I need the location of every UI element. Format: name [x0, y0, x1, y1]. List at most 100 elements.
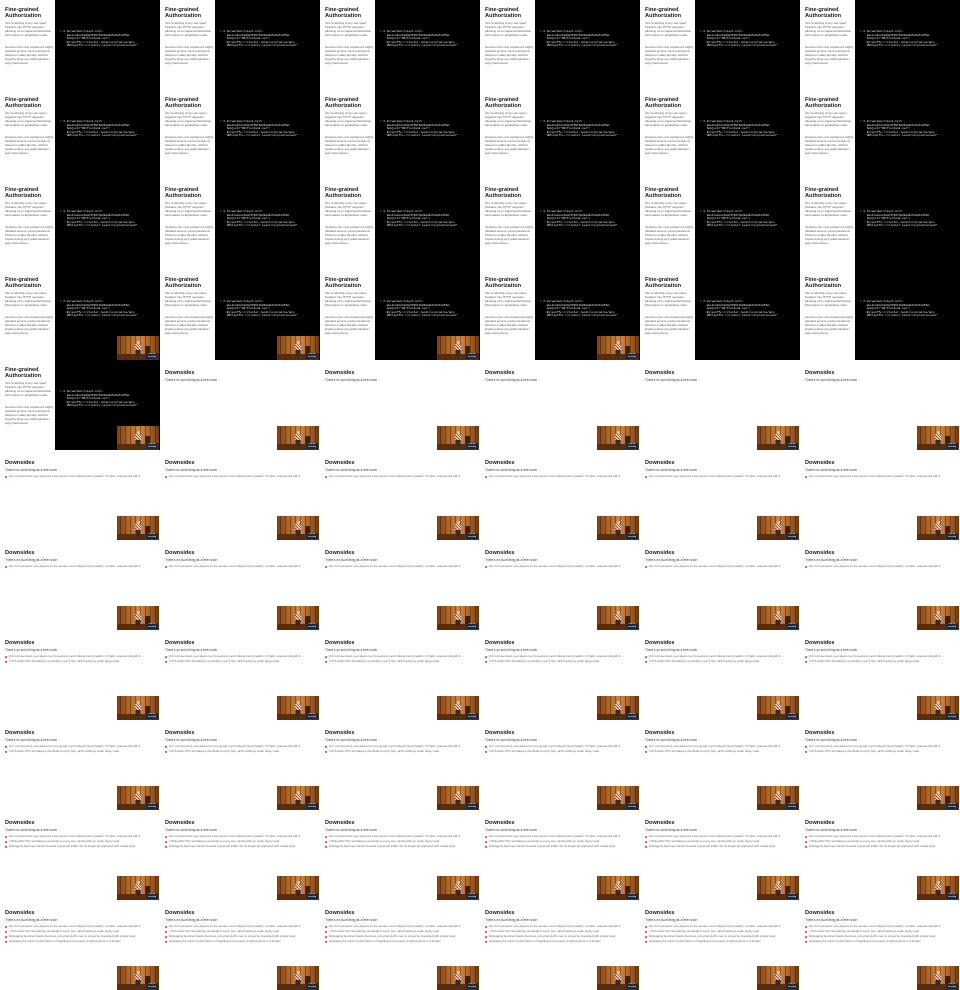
- slide-thumbnail[interactable]: Fine-grained Authorization Our rendering …: [640, 0, 800, 90]
- slide-thumbnail[interactable]: Fine-grained Authorization Our rendering …: [0, 180, 160, 270]
- slide-thumbnail[interactable]: Fine-grained Authorization Our rendering …: [160, 90, 320, 180]
- slide-thumbnail[interactable]: Fine-grained Authorization Our rendering …: [640, 180, 800, 270]
- bullet-text: mTLS adds CPU and latency overhead to ev…: [649, 929, 760, 934]
- bullet-text: Debugging becomes harder because encrypt…: [489, 934, 617, 939]
- slide-thumbnail[interactable]: Downsides There's no such thing as a free…: [0, 900, 160, 990]
- slide-thumbnail[interactable]: Downsides There's no such thing as a free…: [320, 900, 480, 990]
- speaker-video-thumbnail: Live talk recording: [117, 786, 159, 810]
- slide-thumbnail[interactable]: Downsides There's no such thing as a free…: [320, 810, 480, 900]
- slide-thumbnail[interactable]: Fine-grained Authorization Our rendering …: [800, 90, 960, 180]
- slide-thumbnail[interactable]: Downsides There's no such thing as a free…: [0, 720, 160, 810]
- slide-thumbnail[interactable]: Downsides There's no such thing as a free…: [640, 900, 800, 990]
- slide-thumbnail[interactable]: Downsides There's no such thing as a free…: [160, 360, 320, 450]
- slide-thumbnail[interactable]: Fine-grained Authorization Our rendering …: [480, 180, 640, 270]
- slide-title: Downsides: [805, 370, 835, 376]
- wall-panel-stripe: [290, 516, 291, 540]
- slide-thumbnail[interactable]: Fine-grained Authorization Our rendering …: [160, 180, 320, 270]
- slide-thumbnail[interactable]: Fine-grained Authorization Our rendering …: [320, 0, 480, 90]
- slide-thumbnail[interactable]: Fine-grained Authorization Our rendering …: [160, 0, 320, 90]
- slide-thumbnail[interactable]: Downsides There's no such thing as a free…: [800, 540, 960, 630]
- slide-thumbnail[interactable]: Fine-grained Authorization Our rendering …: [0, 360, 160, 450]
- bullet-dot: [325, 566, 328, 569]
- slide-thumbnail[interactable]: Fine-grained Authorization Our rendering …: [320, 180, 480, 270]
- bullet-dot: [485, 931, 488, 934]
- slide-thumbnail[interactable]: Downsides There's no such thing as a free…: [800, 720, 960, 810]
- slide-thumbnail[interactable]: Fine-grained Authorization Our rendering …: [480, 90, 640, 180]
- slide-thumbnail[interactable]: Downsides There's no such thing as a free…: [320, 450, 480, 540]
- slide-thumbnail[interactable]: Downsides There's no such thing as a free…: [0, 810, 160, 900]
- slide-thumbnail[interactable]: Downsides There's no such thing as a free…: [160, 810, 320, 900]
- stage-floor: [277, 714, 319, 720]
- video-overlay-label: Live talk recording: [306, 353, 318, 359]
- slide-thumbnail[interactable]: Fine-grained Authorization Our rendering …: [640, 90, 800, 180]
- slide-thumbnail[interactable]: Downsides There's no such thing as a free…: [480, 360, 640, 450]
- slide-thumbnail[interactable]: Downsides There's no such thing as a free…: [640, 720, 800, 810]
- slide-thumbnail[interactable]: Downsides There's no such thing as a free…: [480, 900, 640, 990]
- slide-thumbnail[interactable]: Downsides There's no such thing as a free…: [800, 900, 960, 990]
- slide-thumbnail[interactable]: Downsides There's no such thing as a free…: [320, 720, 480, 810]
- code-line: Subject="CN=frontend.svc";: [540, 127, 591, 131]
- speaker-legs: [136, 620, 140, 626]
- slide-thumbnail[interactable]: Fine-grained Authorization Our rendering …: [480, 270, 640, 360]
- slide-thumbnail[interactable]: Fine-grained Authorization Our rendering …: [480, 0, 640, 90]
- slide-thumbnail[interactable]: Downsides There's no such thing as a free…: [320, 630, 480, 720]
- slide-thumbnail[interactable]: Downsides There's no such thing as a free…: [160, 540, 320, 630]
- slide-thumbnail[interactable]: Downsides There's no such thing as a free…: [800, 360, 960, 450]
- slide-thumbnail[interactable]: Downsides There's no such thing as a free…: [0, 450, 160, 540]
- slide-title: Fine-grained Authorization: [165, 97, 202, 109]
- slide-thumbnail[interactable]: Downsides There's no such thing as a free…: [160, 450, 320, 540]
- wall-panel-stripe: [470, 966, 471, 990]
- slide-thumbnail[interactable]: Downsides There's no such thing as a free…: [480, 540, 640, 630]
- code-panel: [695, 270, 800, 360]
- slide-thumbnail[interactable]: Fine-grained Authorization Our rendering …: [800, 180, 960, 270]
- slide-thumbnail[interactable]: Fine-grained Authorization Our rendering …: [0, 90, 160, 180]
- bullet-dot: [645, 656, 648, 659]
- code-line: > X-Forwarded-Client-Cert:: [220, 120, 264, 123]
- slide-thumbnail[interactable]: Downsides There's no such thing as a free…: [160, 720, 320, 810]
- slide-thumbnail[interactable]: Downsides There's no such thing as a free…: [800, 810, 960, 900]
- slide-thumbnail[interactable]: Downsides There's no such thing as a free…: [640, 540, 800, 630]
- slide-thumbnail[interactable]: Downsides There's no such thing as a free…: [640, 810, 800, 900]
- wall-panel-stripe: [770, 696, 771, 720]
- podium: [145, 886, 150, 894]
- slide-thumbnail[interactable]: Downsides There's no such thing as a free…: [640, 630, 800, 720]
- slide-paragraph: Our rendering proxy can inject headers i…: [165, 291, 212, 307]
- slide-thumbnail[interactable]: Downsides There's no such thing as a free…: [640, 360, 800, 450]
- wall-panel-stripe: [285, 606, 286, 630]
- slide-thumbnail[interactable]: Downsides There's no such thing as a free…: [800, 450, 960, 540]
- bullet-list: Our microservices now depend on the serv…: [325, 564, 475, 570]
- slide-thumbnail[interactable]: Fine-grained Authorization Our rendering …: [0, 270, 160, 360]
- slide-thumbnail[interactable]: Downsides There's no such thing as a free…: [320, 540, 480, 630]
- bullet-list: Our microservices now depend on the serv…: [485, 654, 635, 665]
- slide-thumbnail[interactable]: Downsides There's no such thing as a free…: [0, 540, 160, 630]
- slide-thumbnail[interactable]: Downsides There's no such thing as a free…: [320, 360, 480, 450]
- speaker-figure: [615, 701, 621, 716]
- slide-thumbnail[interactable]: Downsides There's no such thing as a free…: [160, 900, 320, 990]
- wall-panel-stripe: [130, 426, 131, 450]
- speaker-legs: [136, 350, 140, 356]
- slide-thumbnail[interactable]: Downsides There's no such thing as a free…: [0, 630, 160, 720]
- slide-thumbnail[interactable]: Downsides There's no such thing as a free…: [160, 630, 320, 720]
- speaker-video-thumbnail: Live talk recording: [117, 426, 159, 450]
- slide-thumbnail[interactable]: Fine-grained Authorization Our rendering …: [0, 0, 160, 90]
- slide-thumbnail[interactable]: Fine-grained Authorization Our rendering …: [320, 90, 480, 180]
- slide-thumbnail[interactable]: Downsides There's no such thing as a free…: [640, 450, 800, 540]
- code-line: By=spiffe://cluster.local/ns/prod/sa/api…: [380, 40, 456, 44]
- slide-paragraph: Services can now implement highly detail…: [805, 135, 854, 155]
- wall-panel-stripe: [445, 696, 446, 720]
- slide-thumbnail[interactable]: Downsides There's no such thing as a free…: [480, 720, 640, 810]
- slide-thumbnail[interactable]: Fine-grained Authorization Our rendering …: [800, 0, 960, 90]
- bullet-text: mTLS adds CPU and latency overhead to ev…: [489, 839, 600, 844]
- bullet-text: mTLS adds CPU and latency overhead to ev…: [9, 929, 120, 934]
- slide-thumbnail[interactable]: Downsides There's no such thing as a free…: [480, 630, 640, 720]
- slide-thumbnail[interactable]: Downsides There's no such thing as a free…: [480, 810, 640, 900]
- stage-floor: [757, 894, 799, 900]
- slide-thumbnail[interactable]: Downsides There's no such thing as a free…: [480, 450, 640, 540]
- slide-thumbnail[interactable]: Fine-grained Authorization Our rendering …: [640, 270, 800, 360]
- slide-thumbnail[interactable]: Fine-grained Authorization Our rendering …: [320, 270, 480, 360]
- slide-thumbnail[interactable]: Downsides There's no such thing as a free…: [800, 630, 960, 720]
- slide-thumbnail[interactable]: Fine-grained Authorization Our rendering …: [800, 270, 960, 360]
- bullet-dot: [805, 931, 808, 934]
- wall-panel-stripe: [605, 336, 606, 360]
- slide-thumbnail[interactable]: Fine-grained Authorization Our rendering …: [160, 270, 320, 360]
